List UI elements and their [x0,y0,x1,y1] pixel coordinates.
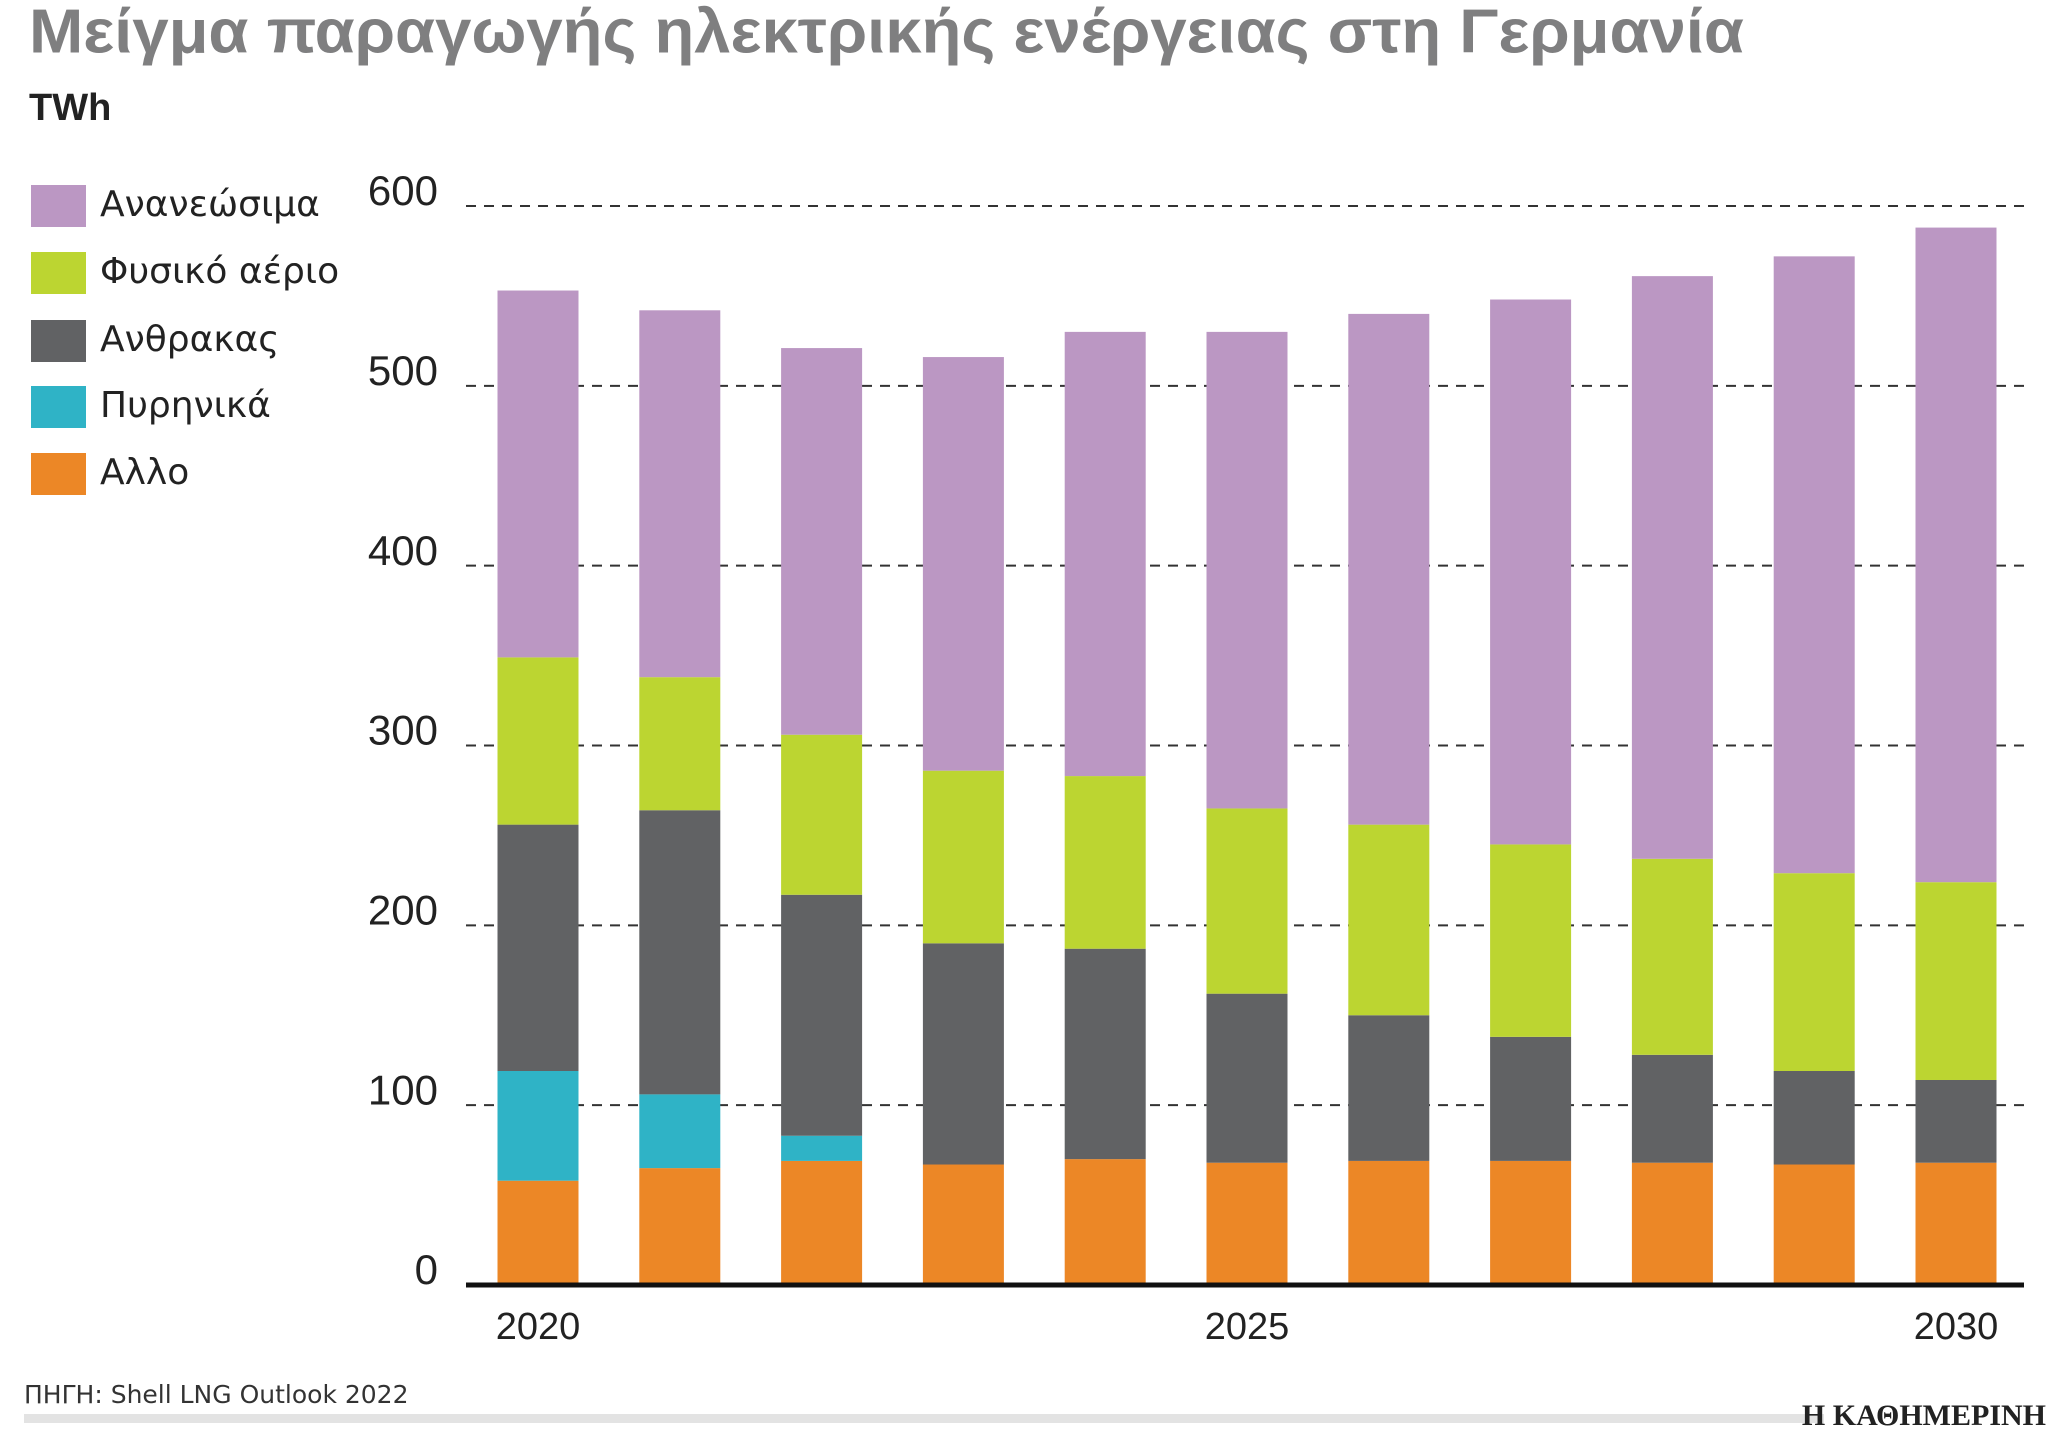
footer-bar [24,1414,1824,1423]
legend-swatch [31,320,86,362]
bar-segment [1206,808,1288,994]
bar-segment [1631,858,1713,1055]
x-tick-label: 2025 [1205,1306,1290,1348]
bar-segment [1915,1079,1997,1163]
legend-label: Ανανεώσιμα [100,184,320,225]
bar-segment [639,677,721,811]
bar-segment [922,1164,1004,1285]
bar-segment [1206,331,1288,809]
y-tick-label: 600 [368,167,438,214]
bar-segment [1631,1162,1713,1285]
bar-segment [1773,256,1855,874]
x-tick-label: 2030 [1914,1306,1999,1348]
bar-segment [1064,776,1146,949]
bar-segment [1206,1162,1288,1285]
bar-segment [1631,276,1713,859]
y-tick-label: 300 [368,707,438,754]
y-tick-label: 400 [368,527,438,574]
bar-segment [497,657,579,825]
bar-segment [1348,1160,1430,1285]
bar-segment [639,810,721,1095]
bar-segment [1348,313,1430,825]
bar-segment [639,1168,721,1285]
bar-segment [781,734,863,895]
legend-swatch [31,252,86,294]
bar-segment [497,290,579,658]
bar-segment [781,348,863,735]
bar-segment [1064,1159,1146,1285]
bar-segment [781,1160,863,1285]
source: ΠΗΓΗ: Shell LNG Outlook 2022 [24,1380,409,1409]
legend-label: Ανθρακας [100,319,279,360]
bar-segment [639,310,721,678]
x-tick-label: 2020 [496,1306,581,1348]
bar-segment [781,1135,863,1161]
legend-swatch [31,453,86,495]
bar-segment [1064,331,1146,777]
bar-segment [922,770,1004,944]
legend-label: Αλλο [100,452,189,493]
bar-segment [497,1180,579,1285]
legend-label: Πυρηνικά [100,385,271,426]
bar-segment [1490,1160,1572,1285]
y-tick-label: 0 [415,1246,438,1293]
bar-segment [497,824,579,1071]
bar-segment [1348,1015,1430,1161]
bar-segment [1490,1036,1572,1161]
chart-subtitle: TWh [29,87,111,129]
publisher: Η ΚΑΘΗΜΕΡΙΝΗ [1802,1399,2046,1432]
bar-segment [922,943,1004,1165]
bar-segment [1348,824,1430,1016]
legend-swatch [31,386,86,428]
chart-title: Μείγμα παραγωγής ηλεκτρικής ενέργειας στ… [29,0,1744,66]
bar-segment [639,1094,721,1169]
bar-segment [1490,299,1572,845]
bar-segment [1915,1162,1997,1285]
bar-segment [1773,873,1855,1071]
bar-segment [1064,948,1146,1160]
bar-segment [497,1070,579,1181]
bar-segment [781,894,863,1136]
legend-label: Φυσικό αέριο [100,251,339,292]
bar-segment [922,357,1004,771]
y-tick-label: 100 [368,1066,438,1113]
y-tick-label: 500 [368,347,438,394]
bar-segment [1773,1164,1855,1285]
legend-swatch [31,185,86,227]
bar-segment [1773,1070,1855,1165]
bar-segment [1915,882,1997,1080]
bar-segment [1631,1054,1713,1163]
bar-segment [1915,227,1997,883]
y-tick-label: 200 [368,886,438,933]
bar-segment [1490,844,1572,1037]
bar-segment [1206,993,1288,1163]
